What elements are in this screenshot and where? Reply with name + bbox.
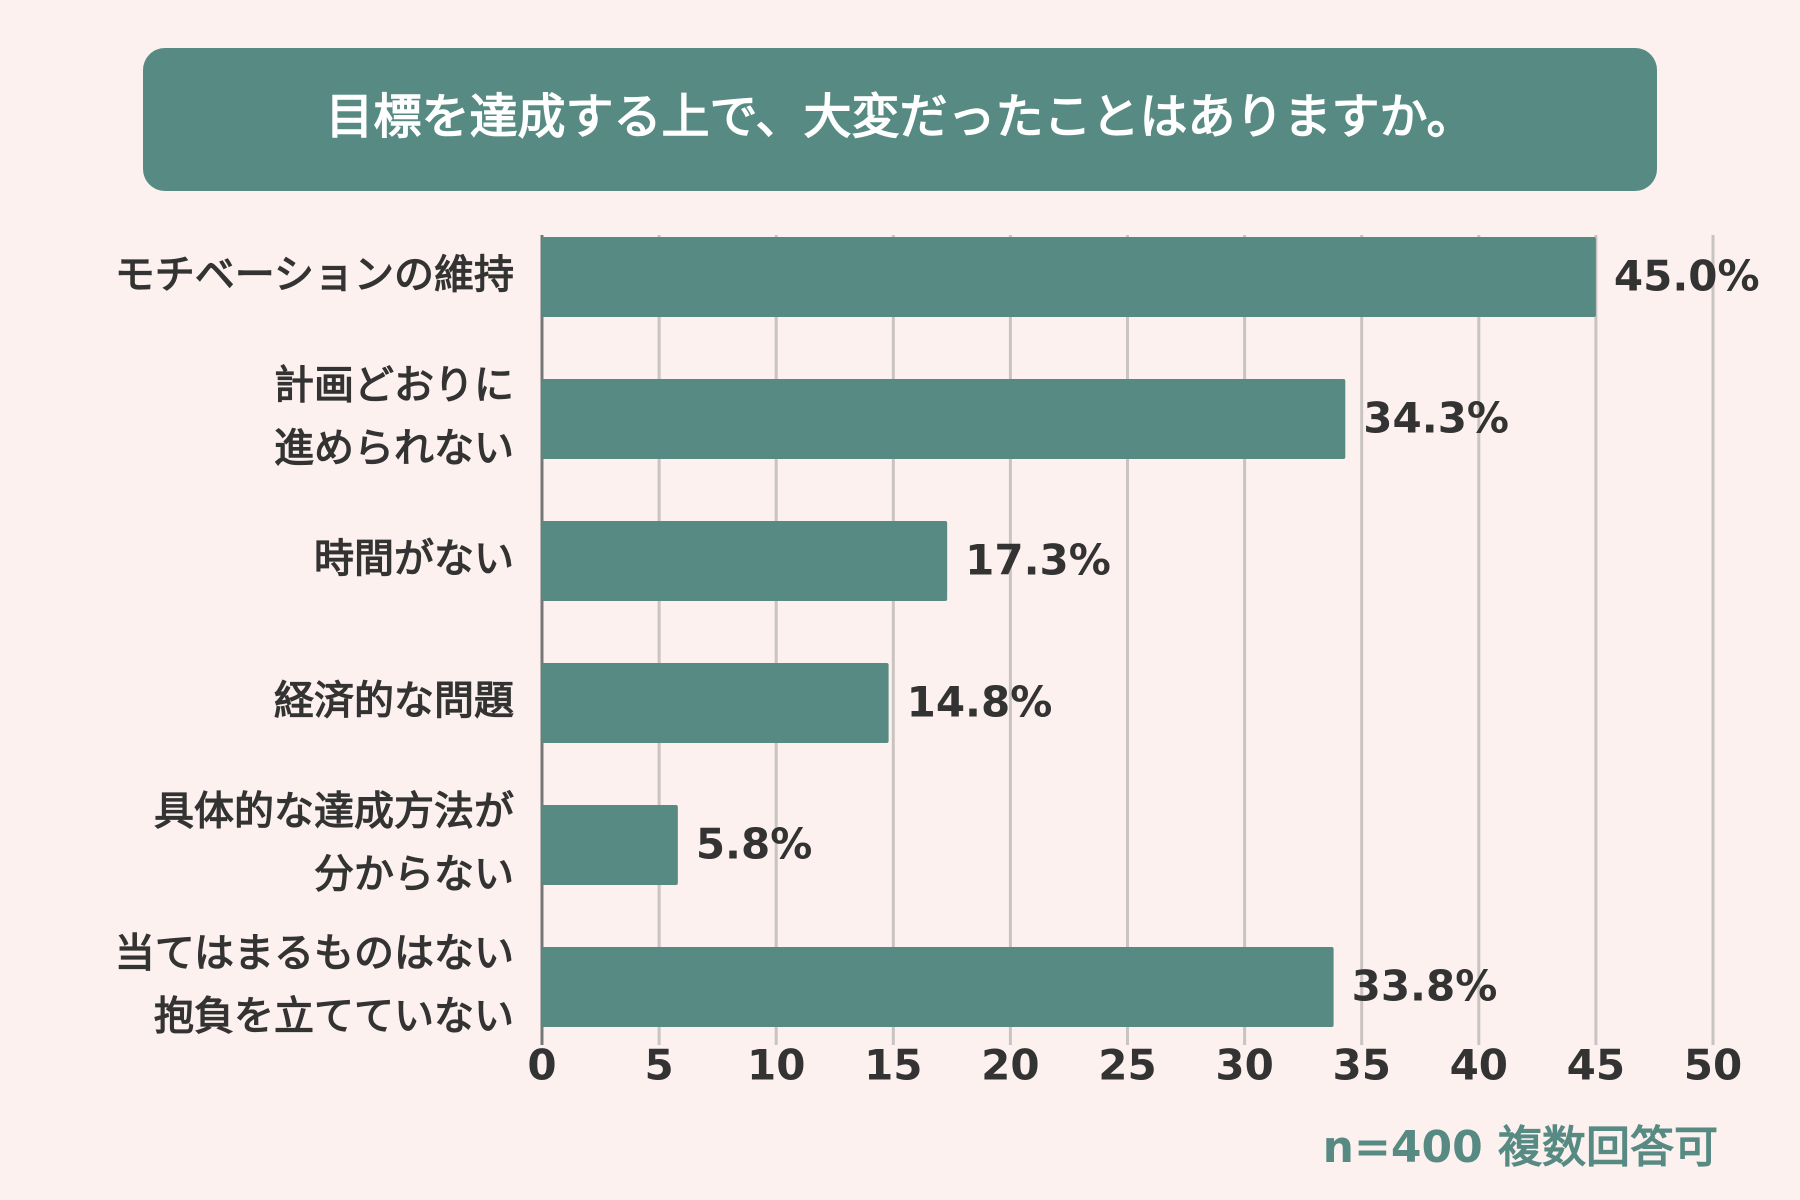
bar: [542, 237, 1596, 317]
title-box: [143, 48, 1657, 191]
x-tick-label: 10: [747, 1041, 805, 1090]
y-tick-label: 当てはまるものはない: [115, 931, 514, 977]
y-tick-label: 経済的な問題: [274, 678, 514, 724]
x-tick-label: 50: [1684, 1041, 1742, 1090]
y-tick-label: 進められない: [274, 426, 514, 472]
y-tick-label: 抱負を立てていない: [154, 994, 514, 1040]
value-label: 14.8%: [907, 678, 1053, 727]
bar: [542, 805, 678, 885]
x-tick-label: 0: [527, 1041, 556, 1090]
x-tick-label: 5: [644, 1041, 673, 1090]
x-tick-label: 25: [1098, 1041, 1156, 1090]
x-tick-label: 35: [1332, 1041, 1390, 1090]
y-tick-label: 具体的な達成方法が: [154, 789, 514, 835]
y-tick-label: モチベーションの維持: [115, 252, 514, 298]
value-label: 33.8%: [1352, 962, 1498, 1011]
chart-title: 目標を達成する上で、大変だったことはありますか。: [325, 89, 1474, 145]
bar: [542, 521, 948, 601]
note: n=400 複数回答可: [1323, 1122, 1718, 1173]
x-tick-label: 45: [1567, 1041, 1625, 1090]
value-label: 17.3%: [965, 536, 1111, 585]
bar: [542, 663, 889, 743]
value-label: 45.0%: [1614, 252, 1760, 301]
value-label: 34.3%: [1363, 394, 1509, 443]
bar: [542, 379, 1346, 459]
y-tick-label: 計画どおりに: [274, 363, 514, 409]
x-tick-label: 40: [1450, 1041, 1508, 1090]
bar: [542, 947, 1334, 1027]
x-tick-label: 20: [981, 1041, 1039, 1090]
x-tick-label: 15: [864, 1041, 922, 1090]
x-tick-label: 30: [1215, 1041, 1273, 1090]
y-tick-label: 分からない: [314, 852, 514, 898]
value-label: 5.8%: [696, 820, 812, 869]
y-tick-label: 時間がない: [314, 536, 514, 582]
